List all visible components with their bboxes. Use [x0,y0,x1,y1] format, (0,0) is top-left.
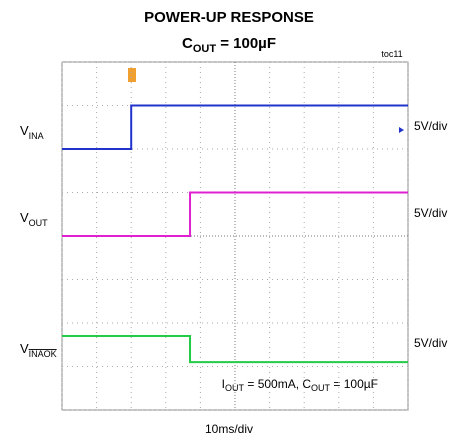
subtitle-rest: = 100µF [216,35,276,52]
channel-label-main: V [20,341,29,356]
annotation: IOUT = 500mA, COUT = 100µF [222,377,378,393]
trace [62,191,408,237]
channel-scale: 5V/div [414,119,447,133]
level-marker [399,127,404,133]
channel-scale: 5V/div [414,336,447,350]
chart-subtitle: COUT = 100µF [182,35,276,55]
channel-label-main: V [20,123,29,138]
annotation-part: = 100µF [330,377,378,391]
annotation-sub: OUT [225,383,245,393]
annotation-sub: OUT [311,383,331,393]
trigger-icon [128,68,136,82]
figure-id: toc11 [381,49,402,59]
trigger-marker [128,68,404,133]
annotation-part: I [222,377,225,391]
annotation-part: = 500mA, C [244,377,311,391]
channel-label-sub: OUT [29,218,49,228]
trace [62,104,408,150]
trace [62,335,408,364]
channel-label-sub: INA [29,131,44,141]
subtitle-sub: OUT [193,43,217,55]
channel-label: VINAOK [20,341,57,359]
subtitle-main: C [182,35,193,52]
chart-title: POWER-UP RESPONSE [144,9,314,26]
channel-label-main: V [20,210,29,225]
x-scale: 10ms/div [205,422,253,436]
channel-label: VOUT [20,210,48,228]
channel-label-sub: INAOK [29,349,57,359]
channel-scale: 5V/div [414,206,447,220]
channel-label: VINA [20,123,44,141]
